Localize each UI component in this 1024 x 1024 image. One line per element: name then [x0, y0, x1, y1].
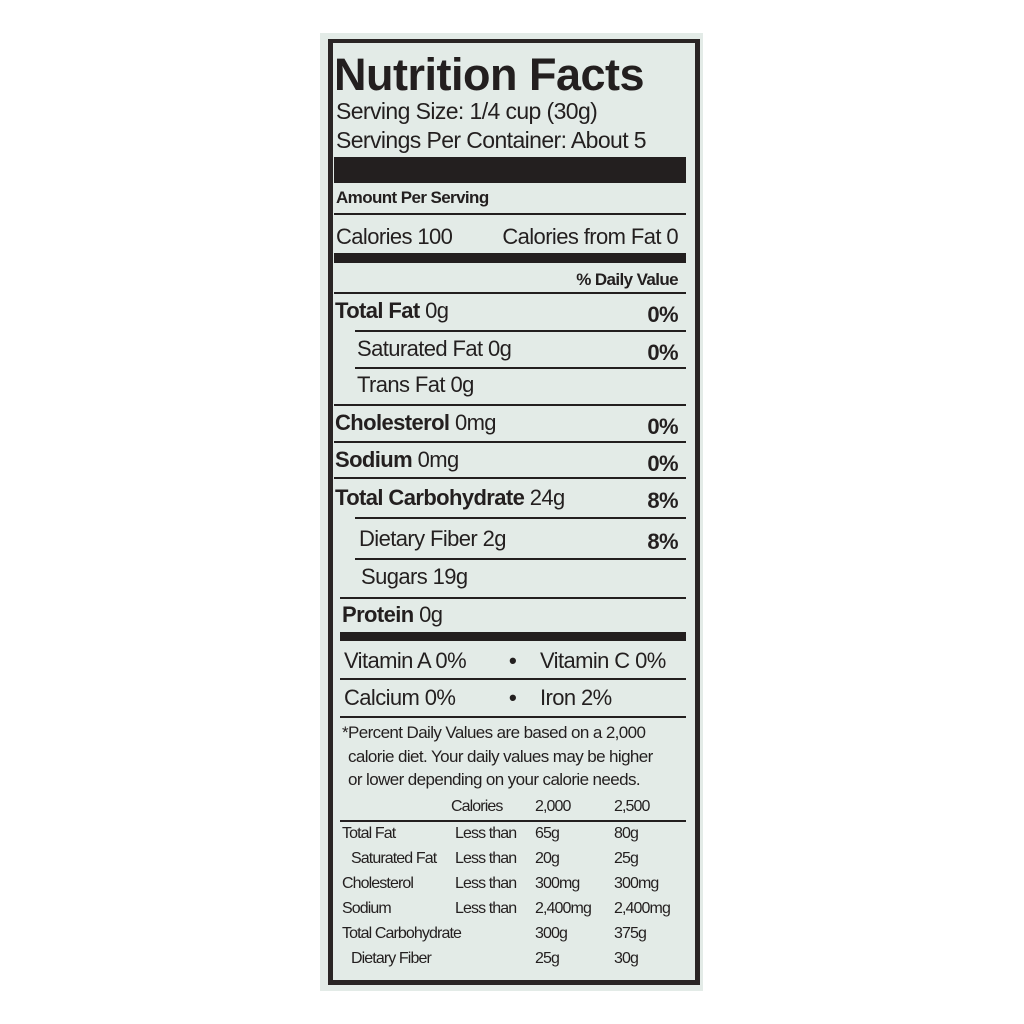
dv-sodium: 0%	[647, 451, 678, 476]
row-2000: 300mg	[535, 875, 580, 892]
calcium: Calcium 0%	[344, 685, 456, 710]
nutrient-dietary-fiber: Dietary Fiber 2g	[359, 526, 507, 551]
nutrient-saturated-fat: Saturated Fat 0g	[357, 336, 512, 361]
row-2500: 30g	[614, 950, 639, 967]
thick-divider	[334, 157, 686, 183]
row-2500: 80g	[614, 825, 639, 842]
nutrient-total-carbohydrate: Total Carbohydrate 24g	[335, 485, 565, 510]
dv-table-header: 2,000	[535, 798, 571, 815]
divider	[340, 716, 686, 718]
divider	[355, 330, 686, 332]
row-qualifier: Less than	[455, 850, 517, 867]
row-qualifier: Less than	[455, 825, 517, 842]
dv-cholesterol: 0%	[647, 414, 678, 439]
divider	[355, 558, 686, 560]
nutrient-protein: Protein 0g	[342, 602, 443, 627]
dv-total-carbohydrate: 8%	[647, 488, 678, 513]
row-2500: 2,400mg	[614, 900, 671, 917]
serving-size: Serving Size: 1/4 cup (30g)	[336, 98, 598, 124]
daily-value-header: % Daily Value	[576, 270, 678, 289]
row-2000: 65g	[535, 825, 560, 842]
amount-per-serving: Amount Per Serving	[336, 188, 489, 207]
dv-total-fat: 0%	[647, 302, 678, 327]
row-label: Total Carbohydrate	[342, 925, 462, 942]
row-label: Sodium	[342, 900, 392, 917]
vitamin-c: Vitamin C 0%	[540, 648, 666, 673]
dv-table-header: Calories	[451, 798, 503, 815]
row-2500: 25g	[614, 850, 639, 867]
row-2500: 375g	[614, 925, 647, 942]
row-label: Cholesterol	[342, 875, 414, 892]
row-2000: 300g	[535, 925, 568, 942]
nutrient-sodium: Sodium 0mg	[335, 447, 459, 472]
calories-from-fat: Calories from Fat 0	[502, 224, 678, 249]
nutrient-total-fat: Total Fat 0g	[335, 298, 449, 323]
dv-saturated-fat: 0%	[647, 340, 678, 365]
title: Nutrition Facts	[334, 49, 645, 100]
divider	[355, 517, 686, 519]
divider	[334, 441, 686, 443]
row-2000: 20g	[535, 850, 560, 867]
footnote-line: *Percent Daily Values are based on a 2,0…	[342, 723, 646, 742]
footnote-line: calorie diet. Your daily values may be h…	[348, 747, 653, 766]
row-label: Total Fat	[342, 825, 396, 842]
divider	[334, 477, 686, 479]
divider	[355, 367, 686, 369]
row-2000: 25g	[535, 950, 560, 967]
footnote-line: or lower depending on your calorie needs…	[348, 770, 641, 789]
divider	[340, 820, 686, 822]
bullet: •	[509, 648, 517, 673]
row-qualifier: Less than	[455, 875, 517, 892]
nutrient-sugars: Sugars 19g	[361, 564, 468, 589]
nutrient-trans-fat: Trans Fat 0g	[357, 372, 474, 397]
divider	[334, 292, 686, 294]
divider	[334, 213, 686, 215]
row-qualifier: Less than	[455, 900, 517, 917]
medium-divider	[340, 632, 686, 641]
row-2000: 2,400mg	[535, 900, 592, 917]
iron: Iron 2%	[540, 685, 612, 710]
medium-divider	[334, 253, 686, 263]
divider	[340, 597, 686, 599]
row-label: Dietary Fiber	[351, 950, 432, 967]
row-2500: 300mg	[614, 875, 659, 892]
divider	[334, 404, 686, 406]
calories: Calories 100	[336, 224, 453, 249]
nutrient-cholesterol: Cholesterol 0mg	[335, 410, 497, 435]
bullet: •	[509, 685, 517, 710]
dv-dietary-fiber: 8%	[647, 529, 678, 554]
vitamin-a: Vitamin A 0%	[344, 648, 467, 673]
label-border	[328, 39, 700, 985]
row-label: Saturated Fat	[351, 850, 437, 867]
nutrition-label	[320, 33, 703, 991]
servings-per-container: Servings Per Container: About 5	[336, 127, 647, 153]
dv-table-header: 2,500	[614, 798, 650, 815]
divider	[340, 678, 686, 680]
